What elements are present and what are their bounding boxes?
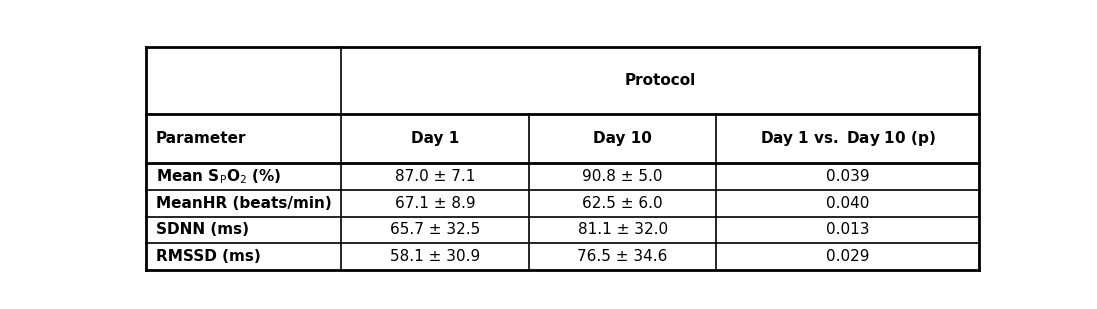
Text: 76.5 ± 34.6: 76.5 ± 34.6 (577, 249, 668, 264)
Text: SDNN (ms): SDNN (ms) (156, 222, 249, 238)
Text: $\mathbf{Day\ 1\ vs.\ Day\ 10\ (}$$\mathit{\mathbf{p}}$$\mathbf{)}$: $\mathbf{Day\ 1\ vs.\ Day\ 10\ (}$$\math… (760, 129, 936, 148)
Text: 0.029: 0.029 (826, 249, 869, 264)
Text: 90.8 ± 5.0: 90.8 ± 5.0 (583, 169, 663, 184)
Text: 87.0 ± 7.1: 87.0 ± 7.1 (395, 169, 475, 184)
Text: Protocol: Protocol (624, 73, 695, 88)
Text: 0.039: 0.039 (826, 169, 870, 184)
Text: Parameter: Parameter (156, 131, 247, 146)
Text: 81.1 ± 32.0: 81.1 ± 32.0 (577, 222, 668, 238)
Text: 58.1 ± 30.9: 58.1 ± 30.9 (391, 249, 480, 264)
Text: 67.1 ± 8.9: 67.1 ± 8.9 (395, 196, 475, 211)
Text: Day 1: Day 1 (411, 131, 460, 146)
Text: MeanHR (beats/min): MeanHR (beats/min) (156, 196, 331, 211)
Text: 0.040: 0.040 (826, 196, 869, 211)
Text: Mean S$_\mathrm{P}$O$_2$ (%): Mean S$_\mathrm{P}$O$_2$ (%) (156, 167, 281, 186)
Text: 62.5 ± 6.0: 62.5 ± 6.0 (583, 196, 663, 211)
Text: 0.013: 0.013 (826, 222, 869, 238)
Text: RMSSD (ms): RMSSD (ms) (156, 249, 261, 264)
Text: 65.7 ± 32.5: 65.7 ± 32.5 (391, 222, 480, 238)
Text: Day 10: Day 10 (593, 131, 652, 146)
